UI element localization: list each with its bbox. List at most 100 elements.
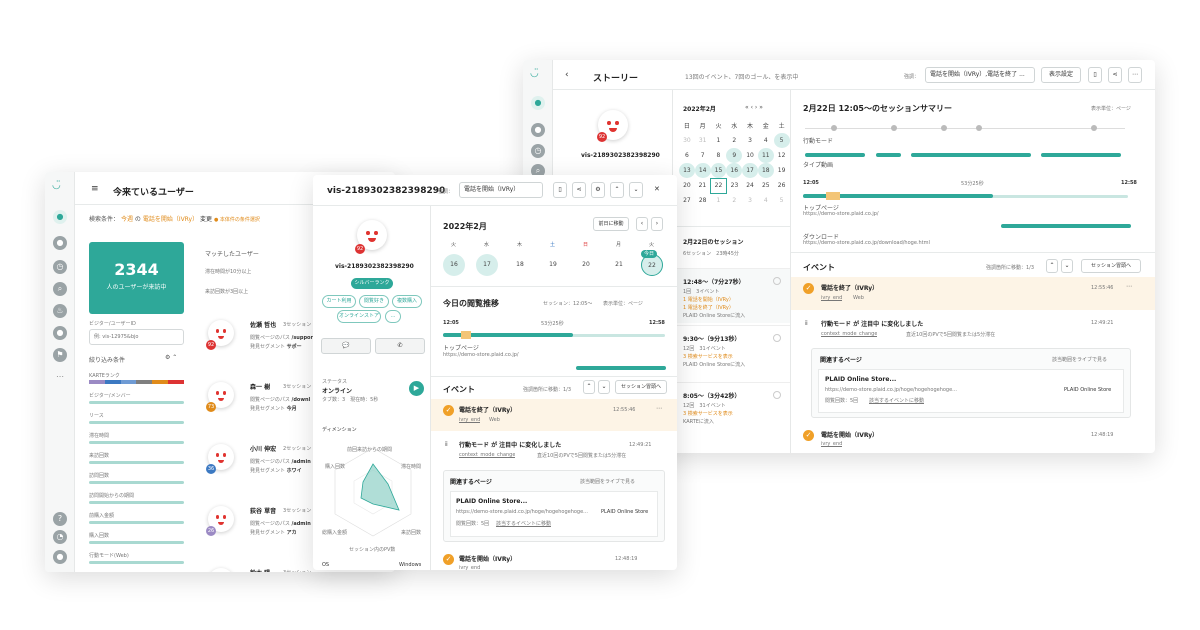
filter-item-label[interactable]: リース bbox=[89, 413, 104, 419]
summary-display-unit[interactable]: 表示単位：ページ bbox=[1091, 106, 1131, 112]
event-more-icon[interactable]: ⋯ bbox=[656, 405, 662, 412]
event-source[interactable]: context_mode_change bbox=[821, 331, 878, 337]
filter-date[interactable]: 今週 bbox=[120, 216, 133, 223]
calendar-day[interactable]: 30 bbox=[683, 137, 691, 144]
page-event-link[interactable]: 該当するイベントに移動 bbox=[496, 521, 552, 527]
filter-item-label[interactable]: 購入回数 bbox=[89, 533, 110, 539]
visitor-id-input[interactable] bbox=[89, 329, 184, 345]
calendar-day[interactable]: 2 bbox=[732, 197, 737, 204]
user-row[interactable]: 73 森一 樹 3セッション 閲覧ページのパス /downl 発見セグメント 今… bbox=[200, 374, 395, 432]
phone-icon[interactable]: ✆ bbox=[375, 338, 425, 354]
tag-pill[interactable]: オンラインストア bbox=[337, 310, 381, 323]
focus-select[interactable]: 電話を開始（IVRy）,電話を終了 ... bbox=[925, 67, 1035, 83]
page-card[interactable]: PLAID Online Store... https://demo-store… bbox=[818, 369, 1124, 413]
calendar-day[interactable]: 11 bbox=[757, 148, 774, 163]
back-chevron-icon[interactable]: ‹ bbox=[565, 70, 569, 80]
user-row[interactable]: 鈴木 陽 3セッション bbox=[200, 560, 395, 572]
filter-item-label[interactable]: 来訪回数 bbox=[89, 453, 110, 459]
share-icon[interactable]: ⋖ bbox=[572, 182, 586, 198]
session-item[interactable]: 12:48〜（7分27秒） 1回 3イベント 1 電話を開始（IVRy） 1 電… bbox=[673, 268, 790, 323]
more-icon[interactable]: ⋯ bbox=[1128, 67, 1142, 83]
users-icon[interactable]: ● bbox=[531, 123, 545, 137]
event-source[interactable]: ivry_end bbox=[459, 565, 481, 570]
calendar-day[interactable]: 16 bbox=[726, 163, 743, 178]
close-icon[interactable]: ✕ bbox=[654, 185, 660, 193]
calendar-day[interactable]: 2 bbox=[732, 137, 737, 144]
session-start-button[interactable]: セッション冒頭へ bbox=[1081, 259, 1141, 273]
page-card[interactable]: PLAID Online Store... https://demo-store… bbox=[450, 491, 658, 537]
search-icon[interactable]: ⌕ bbox=[53, 282, 67, 296]
calendar-day[interactable]: 25 bbox=[761, 182, 770, 189]
event-row[interactable]: ✓ 電話を終了（IVRy） ivry_end Web 12:55:46 ⋯ bbox=[431, 399, 677, 431]
event-more-icon[interactable]: ⋯ bbox=[1126, 283, 1132, 290]
live-view-link[interactable]: 該当範囲をライブで見る bbox=[580, 479, 636, 485]
mini-calendar[interactable]: 日月火水木金土 30 31 1 2 3 4 5 6 7 8 9 10 11 12 13 14 15 16 17 18 19… bbox=[679, 118, 790, 208]
filter-item-label[interactable]: 前購入金額 bbox=[89, 513, 115, 519]
jump-down-button[interactable]: ⌄ bbox=[1061, 259, 1073, 273]
flag-icon[interactable]: ⚑ bbox=[53, 348, 67, 362]
jump-up-button[interactable]: ⌃ bbox=[583, 380, 595, 394]
display-settings-button[interactable]: 表示設定 bbox=[1041, 67, 1081, 83]
more-icon[interactable]: ⋯ bbox=[56, 372, 64, 381]
calendar-day[interactable]: 18 bbox=[757, 163, 774, 178]
tag-pill[interactable]: … bbox=[385, 310, 401, 323]
session-item[interactable]: 9:30〜（9分13秒） 12回 31イベント 3 検索サービスを表示 PLAI… bbox=[673, 325, 790, 380]
focus-select[interactable]: 電話を開始（IVRy） bbox=[459, 182, 543, 198]
calendar-day[interactable]: 5 bbox=[773, 133, 790, 148]
session-play-icon[interactable] bbox=[773, 334, 781, 342]
calendar-day[interactable]: 1 bbox=[716, 137, 721, 144]
week-day[interactable]: 19 bbox=[549, 261, 557, 268]
event-source[interactable]: ivry_end bbox=[459, 417, 481, 423]
calendar-day[interactable]: 7 bbox=[700, 152, 705, 159]
tag-pill[interactable]: 複数購入 bbox=[392, 295, 422, 308]
help-icon[interactable]: ? bbox=[53, 512, 67, 526]
calendar-day[interactable]: 10 bbox=[746, 152, 754, 159]
menu-icon[interactable]: ≡ bbox=[91, 184, 99, 194]
filter-item-label[interactable]: 訪問開始からの期間 bbox=[89, 493, 135, 499]
calendar-day[interactable]: 24 bbox=[746, 182, 754, 189]
week-day[interactable]: 18 bbox=[516, 261, 524, 268]
account-icon[interactable]: ● bbox=[53, 550, 67, 564]
calendar-day[interactable]: 5 bbox=[779, 197, 784, 204]
users-icon[interactable]: ● bbox=[53, 236, 67, 250]
filter-event[interactable]: 電話を開始（IVRy） bbox=[142, 216, 199, 223]
clock-icon[interactable]: ◷ bbox=[53, 260, 67, 274]
play-icon[interactable]: ▶ bbox=[409, 381, 424, 396]
bookmark-icon[interactable]: ▯ bbox=[1088, 67, 1102, 83]
session-item[interactable]: 8:05〜（3分42秒） 12回 31イベント 3 検索サービスを表示 KART… bbox=[673, 382, 790, 437]
calendar-day[interactable]: 21 bbox=[698, 182, 707, 189]
narrow-settings-icon[interactable]: ⚙ ⌃ bbox=[165, 354, 178, 361]
event-row[interactable]: ⅱ 行動モード が 注目中 に変化しました context_mode_chang… bbox=[791, 312, 1155, 452]
cal-next-icon[interactable]: › bbox=[651, 217, 663, 231]
calendar-day[interactable]: 26 bbox=[777, 182, 786, 189]
trend-display[interactable]: 表示単位：ページ bbox=[603, 301, 643, 307]
calendar-day[interactable]: 6 bbox=[684, 152, 689, 159]
filter-change-link[interactable]: 変更 bbox=[200, 216, 213, 223]
user-icon[interactable]: ● bbox=[53, 210, 67, 224]
search-icon[interactable]: ⌕ bbox=[531, 164, 545, 178]
calendar-day[interactable]: 22 bbox=[710, 177, 727, 194]
calendar-day[interactable]: 13 bbox=[679, 163, 695, 178]
calendar-day[interactable]: 19 bbox=[777, 167, 786, 174]
user-row[interactable]: 26 荻谷 草音 3セッション 閲覧ページのパス /admin 発見セグメント … bbox=[200, 498, 395, 556]
event-row[interactable]: ✓ 電話を終了（IVRy） ivry_end Web 12:55:46 ⋯ bbox=[791, 277, 1155, 310]
event-source[interactable]: context_mode_change bbox=[459, 452, 516, 458]
week-day[interactable]: 20 bbox=[582, 261, 590, 268]
share-icon[interactable]: ⋖ bbox=[1108, 67, 1122, 83]
calendar-day[interactable]: 15 bbox=[710, 163, 727, 178]
user-icon[interactable]: ● bbox=[531, 96, 545, 110]
trend-session[interactable]: セッション：12:05〜 bbox=[543, 301, 593, 307]
session-play-icon[interactable] bbox=[773, 391, 781, 399]
filter-item-label[interactable]: 滞在時間 bbox=[89, 433, 110, 439]
calendar-day[interactable]: 3 bbox=[748, 197, 752, 204]
calendar-day[interactable]: 1 bbox=[716, 197, 721, 205]
page-event-link[interactable]: 該当するイベントに移動 bbox=[869, 398, 925, 404]
tag-pill[interactable]: 閲覧好き bbox=[359, 295, 389, 308]
clock-icon[interactable]: ◷ bbox=[531, 144, 545, 158]
calendar-day[interactable]: 9 bbox=[726, 148, 743, 163]
next-icon[interactable]: ⌄ bbox=[629, 182, 643, 198]
group-icon[interactable]: ● bbox=[53, 326, 67, 340]
filter-item-label[interactable]: ビジター/メンバー bbox=[89, 393, 131, 399]
calendar-day[interactable]: 12 bbox=[777, 152, 786, 159]
calendar-day[interactable]: 4 bbox=[763, 137, 768, 144]
